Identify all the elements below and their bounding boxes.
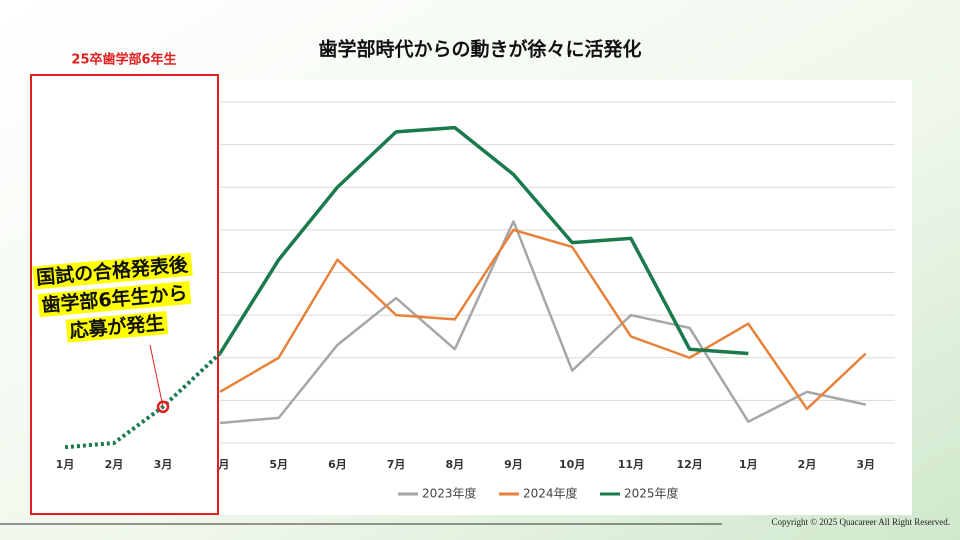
x-tick-label: 12月: [676, 458, 702, 471]
series-line: [218, 125, 749, 356]
x-tick-label: 9月: [504, 458, 523, 471]
legend-label: 2025年度: [624, 486, 679, 501]
series-line: [219, 228, 867, 411]
x-tick-label: 5月: [269, 458, 288, 471]
callout-leader: [149, 344, 164, 407]
inset-x-tick-label: 1月: [56, 458, 75, 471]
callout-highlight: [37, 280, 192, 318]
x-tick-label: 8月: [445, 458, 464, 471]
x-tick-label: 11月: [618, 458, 644, 471]
legend-label: 2024年度: [523, 486, 578, 501]
x-tick-label: 2月: [798, 458, 817, 471]
inset-x-tick-label: 3月: [154, 458, 173, 471]
callout-highlight: [65, 311, 169, 343]
x-tick-label: 10月: [559, 458, 585, 471]
inset-line: [64, 352, 222, 450]
plot-area: [215, 80, 912, 515]
copyright: Copyright © 2025 Quacareer All Right Res…: [771, 517, 950, 527]
legend-label: 2023年度: [422, 486, 477, 501]
chart-title: 歯学部時代からの動きが徐々に活発化: [318, 38, 641, 61]
series-line: [219, 220, 866, 425]
inset-title: 25卒歯学部6年生: [71, 52, 176, 68]
callout-point: [156, 400, 170, 414]
x-tick-label: 6月: [328, 458, 347, 471]
x-tick-label: 1月: [739, 458, 758, 471]
x-tick-label: 7月: [387, 458, 406, 471]
inset-x-tick-label: 2月: [105, 458, 124, 471]
x-tick-label: 3月: [856, 458, 875, 471]
callout-highlight: [32, 252, 193, 290]
